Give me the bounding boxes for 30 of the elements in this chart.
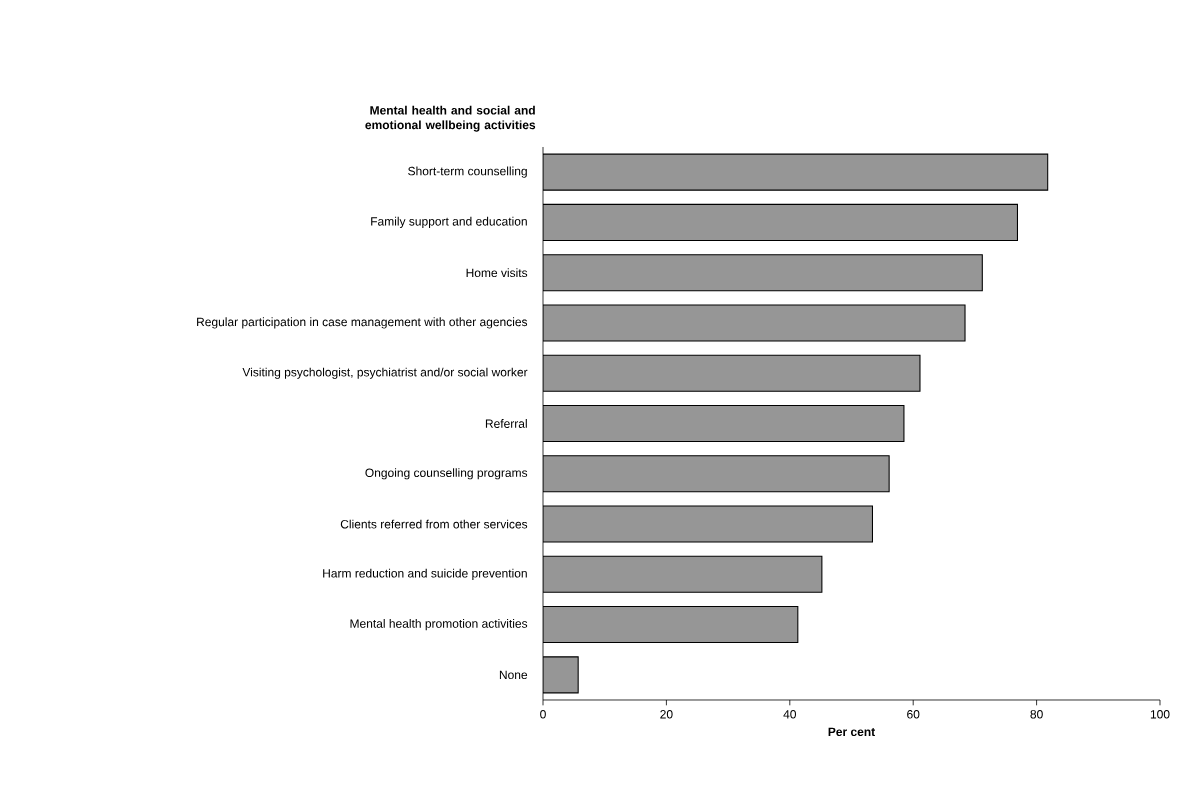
bar (543, 404, 905, 443)
bar (543, 254, 983, 292)
x-axis-title: Per cent (828, 727, 876, 737)
bar (543, 656, 579, 694)
y-tick-label: Referral (485, 419, 527, 428)
y-tick-label: Home visits (466, 268, 528, 278)
x-tick-label: 0 (540, 710, 546, 719)
y-tick-label: None (499, 670, 528, 680)
bar (543, 304, 966, 342)
bar (543, 555, 823, 593)
x-tick-label: 100 (1150, 710, 1170, 719)
y-tick-label: Family support and education (371, 216, 527, 228)
x-tick-label: 40 (783, 710, 797, 719)
y-tick-label: Ongoing counselling programs (365, 468, 528, 480)
x-tick-label: 20 (660, 710, 673, 719)
y-axis-title: Mental health and social and emotional wellbeing activities (365, 105, 536, 132)
bar (543, 455, 890, 493)
y-tick-label: Regular participation in case management with other agencies (197, 317, 528, 329)
bar (543, 153, 1049, 191)
bar (543, 203, 1019, 241)
x-tick-label: 80 (1030, 710, 1043, 719)
y-tick-label: Harm reduction and suicide prevention (323, 568, 527, 580)
bar (543, 505, 874, 543)
y-tick-label: Clients referred from other services (340, 519, 528, 529)
bar (543, 354, 921, 392)
x-tick-label: 60 (907, 710, 920, 719)
bar (543, 606, 799, 644)
y-tick-label: Visiting psychologist, psychiatrist and/or social worker (242, 367, 528, 379)
y-tick-label: Mental health promotion activities (350, 618, 528, 631)
y-tick-label: Short-term counselling (408, 166, 527, 178)
